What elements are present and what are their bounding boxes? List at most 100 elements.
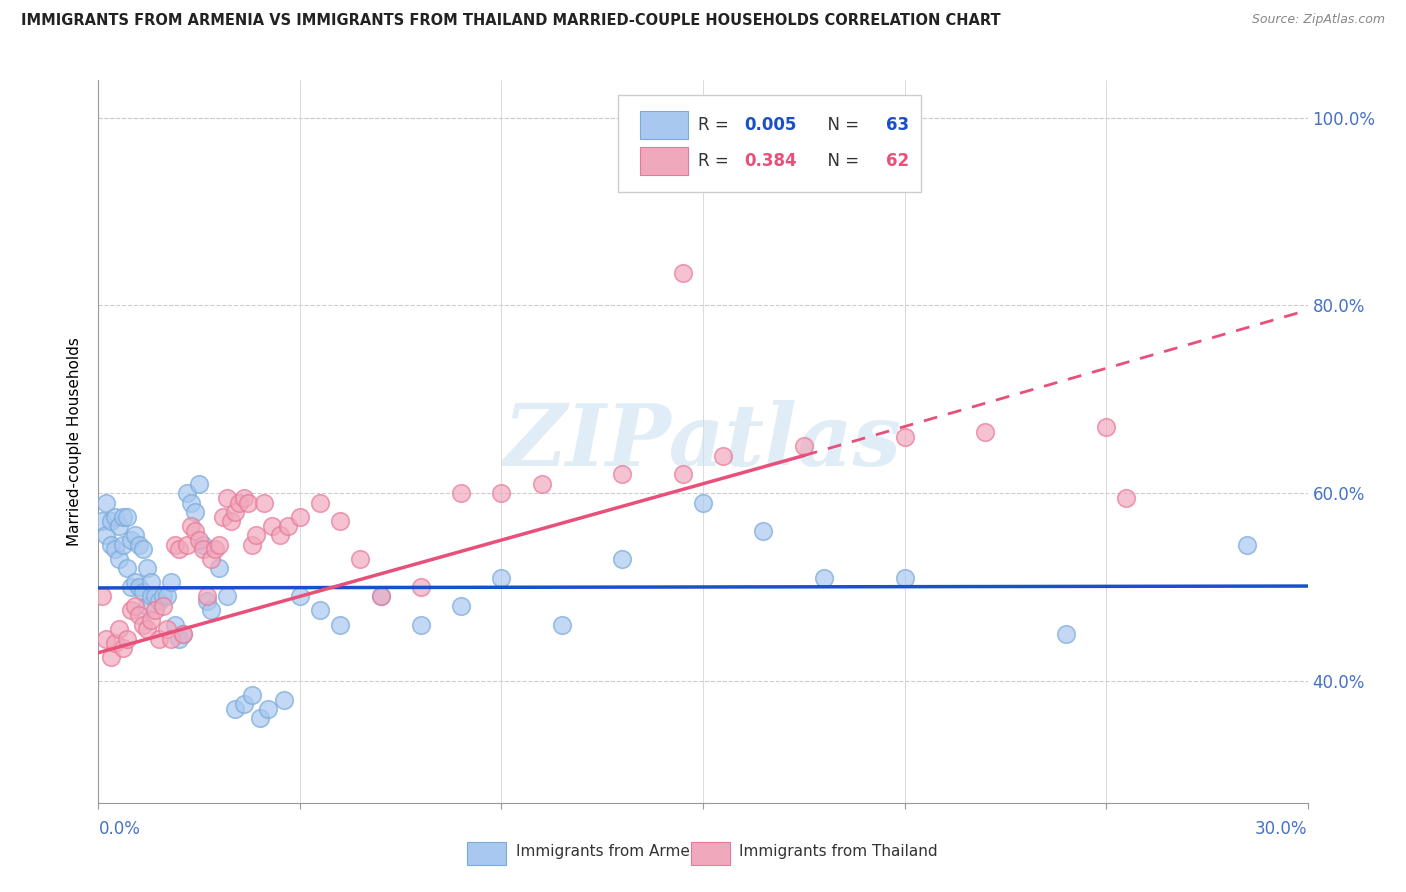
Point [96, 632, 118, 646]
Point [180, 519, 202, 533]
Point [160, 632, 183, 646]
Point [156, 622, 179, 636]
Point [551, 617, 574, 632]
Point [288, 590, 311, 604]
Point [100, 538, 122, 552]
Point [269, 528, 291, 542]
Point [96, 528, 118, 542]
Point [156, 590, 179, 604]
Point [115, 561, 138, 575]
Point [256, 702, 278, 716]
Point [103, 509, 125, 524]
Point [188, 533, 211, 547]
Point [107, 519, 129, 533]
Point [188, 476, 211, 491]
Point [245, 528, 267, 542]
Point [212, 509, 235, 524]
Point [172, 627, 194, 641]
FancyBboxPatch shape [640, 147, 689, 175]
Point [100, 514, 122, 528]
Point [240, 688, 263, 702]
Point [711, 449, 734, 463]
Point [111, 538, 134, 552]
Point [135, 561, 157, 575]
Point [752, 524, 775, 538]
Point [224, 505, 246, 519]
Point [143, 590, 166, 604]
Point [370, 590, 392, 604]
Point [228, 495, 250, 509]
Point [111, 640, 134, 655]
FancyBboxPatch shape [467, 842, 506, 865]
Point [672, 266, 695, 280]
Point [176, 538, 198, 552]
Point [180, 495, 202, 509]
Point [370, 590, 392, 604]
Point [232, 698, 254, 712]
Point [672, 467, 695, 482]
Text: 30.0%: 30.0% [1256, 820, 1308, 838]
Point [193, 538, 215, 552]
Point [96, 495, 118, 509]
Point [160, 575, 183, 590]
Point [107, 551, 129, 566]
Point [128, 608, 150, 623]
Point [115, 509, 138, 524]
Point [612, 467, 634, 482]
Text: N =: N = [817, 116, 865, 134]
Point [974, 425, 997, 439]
Text: 0.0%: 0.0% [98, 820, 141, 838]
Text: R =: R = [699, 116, 734, 134]
Point [120, 603, 142, 617]
Point [1236, 538, 1258, 552]
Point [253, 495, 276, 509]
Point [91, 590, 114, 604]
Point [152, 599, 174, 613]
Point [139, 590, 162, 604]
Point [260, 519, 283, 533]
Point [204, 542, 226, 557]
Point [200, 551, 222, 566]
Point [128, 580, 150, 594]
FancyBboxPatch shape [640, 112, 689, 139]
Point [128, 538, 150, 552]
Point [148, 632, 170, 646]
Point [120, 533, 142, 547]
Point [124, 528, 146, 542]
Point [893, 430, 915, 444]
Point [184, 524, 207, 538]
Point [813, 571, 835, 585]
Text: N =: N = [817, 153, 865, 170]
Point [217, 590, 239, 604]
Point [329, 617, 352, 632]
Point [329, 514, 352, 528]
Point [1054, 627, 1077, 641]
Text: Immigrants from Armenia: Immigrants from Armenia [516, 845, 713, 859]
Point [1095, 420, 1118, 434]
Text: 0.384: 0.384 [744, 153, 797, 170]
Point [135, 622, 157, 636]
Point [232, 491, 254, 505]
Point [107, 622, 129, 636]
Text: Immigrants from Thailand: Immigrants from Thailand [740, 845, 938, 859]
Point [143, 603, 166, 617]
Point [132, 584, 155, 599]
Point [167, 632, 190, 646]
Point [221, 514, 243, 528]
Point [450, 599, 472, 613]
Point [148, 594, 170, 608]
Point [193, 542, 215, 557]
Point [120, 580, 142, 594]
Point [236, 495, 259, 509]
Point [176, 486, 198, 500]
Point [124, 575, 146, 590]
Point [163, 538, 186, 552]
Point [612, 551, 634, 566]
Point [409, 617, 432, 632]
Point [217, 491, 239, 505]
Point [277, 519, 299, 533]
Point [309, 495, 332, 509]
Point [692, 495, 714, 509]
FancyBboxPatch shape [690, 842, 730, 865]
Point [409, 580, 432, 594]
